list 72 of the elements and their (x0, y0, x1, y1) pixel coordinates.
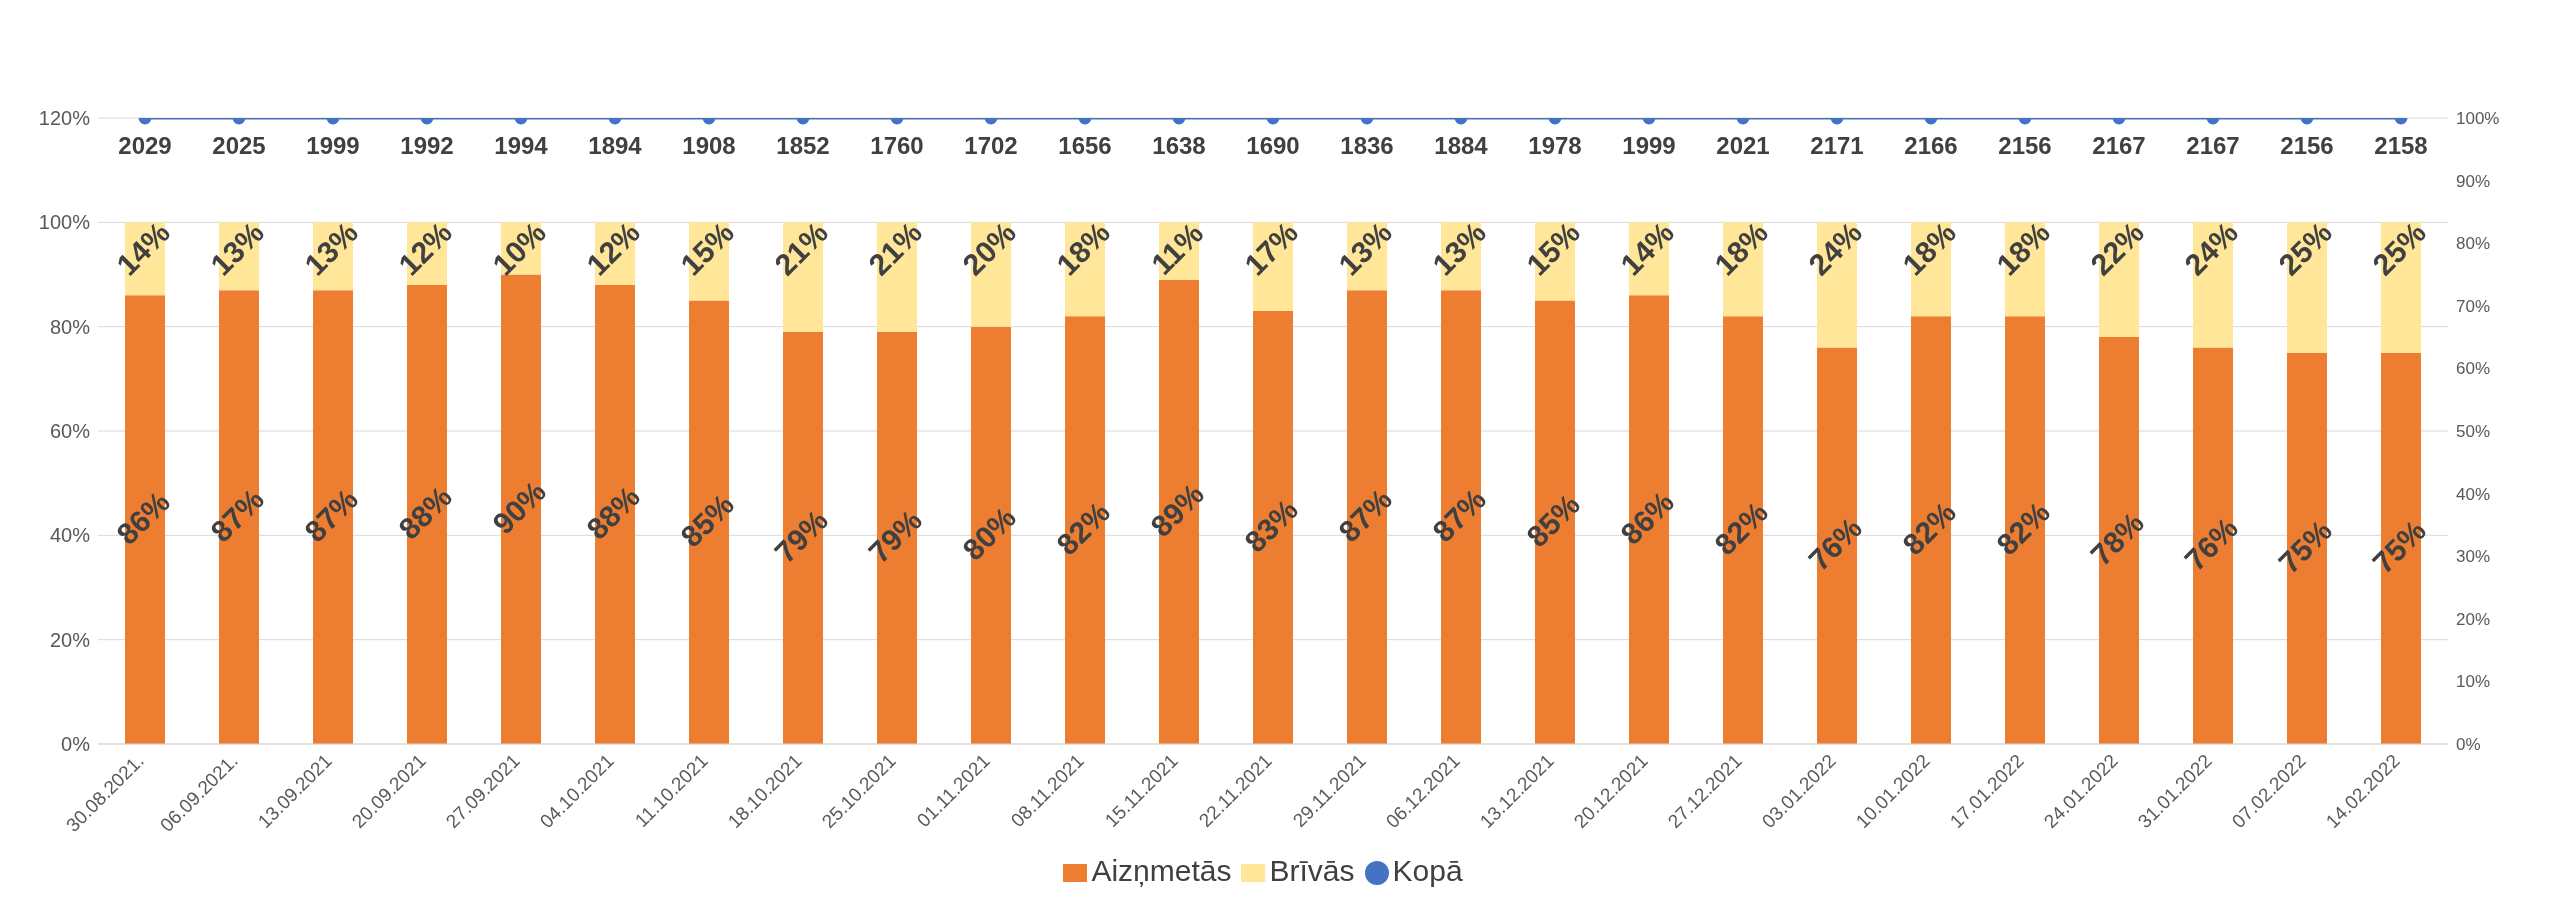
annotation: 1978 (1528, 132, 1582, 159)
annotation: 1760 (870, 132, 924, 159)
data-label: 87% (1332, 482, 1399, 549)
y2-tick-label: 60% (2456, 359, 2491, 379)
y-tick-label: 80% (49, 315, 91, 338)
data-label: 86% (1614, 484, 1681, 551)
data-label: 87% (204, 482, 271, 549)
annotation: 1992 (400, 132, 454, 159)
annotation: 2156 (2280, 132, 2334, 159)
y2-tick-label: 10% (2456, 672, 2491, 692)
y2-tick-label: 30% (2456, 547, 2491, 567)
annotation: 2158 (2374, 132, 2428, 159)
data-label: 86% (110, 484, 177, 551)
annotation: 1852 (776, 132, 830, 159)
annotation: 1638 (1152, 132, 1206, 159)
data-label: 88% (392, 479, 459, 546)
y-tick-label: 20% (49, 628, 91, 651)
annotation: 1690 (1246, 132, 1300, 159)
y2-tick-label: 0% (2456, 735, 2481, 755)
annotation: 2156 (1998, 132, 2052, 159)
annotation: 2167 (2186, 132, 2240, 159)
y2-tick-label: 40% (2456, 484, 2491, 504)
data-label: 78% (2084, 505, 2151, 572)
data-label: 80% (956, 500, 1023, 567)
data-label: 87% (1426, 482, 1493, 549)
y2-tick-label: 20% (2456, 609, 2491, 629)
annotation: 1908 (682, 132, 736, 159)
annotation: 2167 (2092, 132, 2146, 159)
annotation: 2166 (1904, 132, 1958, 159)
data-label: 89% (1144, 477, 1211, 543)
y2-tick-label: 50% (2456, 422, 2491, 442)
annotation: 1894 (588, 132, 643, 159)
annotation: 2171 (1810, 132, 1864, 159)
data-label: 82% (1708, 495, 1775, 562)
data-label: 82% (1896, 495, 1963, 562)
data-label: 76% (2178, 511, 2245, 577)
annotation: 1836 (1340, 132, 1394, 159)
annotation: 1999 (1622, 132, 1676, 159)
y-tick-label: 120% (38, 107, 91, 130)
y2-tick-label: 90% (2456, 171, 2491, 191)
data-label: 88% (580, 479, 647, 546)
data-label: 82% (1990, 495, 2057, 562)
legend-label: Brīvās (1269, 854, 1355, 887)
data-label: 90% (486, 474, 553, 541)
annotation: 1702 (964, 132, 1018, 159)
data-label: 83% (1238, 492, 1305, 559)
data-label: 75% (2272, 513, 2339, 580)
data-label: 87% (298, 482, 365, 549)
y-tick-label: 0% (61, 733, 91, 756)
annotation: 1884 (1434, 132, 1489, 159)
annotation: 1999 (306, 132, 360, 159)
data-label: 79% (768, 503, 835, 570)
legend-label: Aizņmetās (1091, 854, 1232, 887)
y-tick-label: 100% (38, 211, 91, 234)
y2-tick-label: 100% (2456, 109, 2500, 129)
y-tick-label: 40% (49, 524, 91, 547)
data-label: 79% (862, 503, 929, 570)
data-label: 75% (2366, 513, 2433, 580)
data-label: 11% (1144, 216, 1210, 281)
legend-label: Kopā (1392, 854, 1463, 887)
annotation: 2025 (212, 132, 266, 159)
annotation: 1656 (1058, 132, 1112, 159)
y-tick-label: 60% (49, 420, 91, 443)
annotation: 2029 (118, 132, 172, 159)
annotation: 1994 (494, 132, 549, 159)
y2-tick-label: 70% (2456, 296, 2491, 316)
data-label: 85% (674, 487, 741, 554)
annotation: 2021 (1716, 132, 1770, 159)
y2-tick-label: 80% (2456, 234, 2491, 254)
data-label: 82% (1050, 495, 1117, 562)
data-label: 76% (1802, 511, 1869, 577)
data-label: 85% (1520, 487, 1587, 554)
